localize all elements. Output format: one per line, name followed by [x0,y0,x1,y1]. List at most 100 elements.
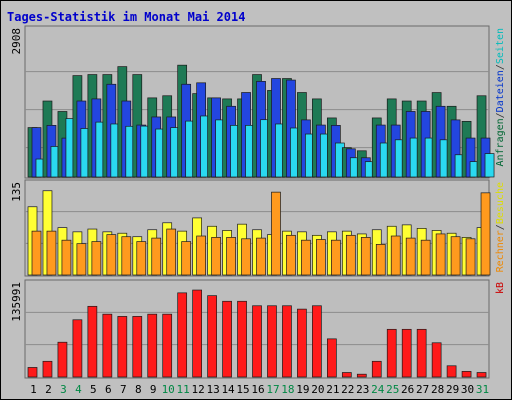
x-tick-label-day-16: 16 [251,383,264,396]
bar-rechner-day-27 [420,239,431,276]
bar-rechner-day-21 [331,239,341,276]
bar-kb-day-20 [312,305,322,378]
bar-kb-day-8 [132,316,143,378]
x-tick-label-day-14: 14 [221,383,235,396]
bar-rechner-day-22 [345,234,356,276]
x-tick-label-day-21: 21 [326,383,339,396]
bar-kb-day-2 [42,360,53,378]
bar-kb-day-14 [222,300,232,378]
panel-bottom-ymax-label: 135991 [10,282,23,322]
bar-rechner-day-25 [390,235,401,276]
bar-kb-day-27 [416,328,427,378]
x-tick-label-day-19: 19 [296,383,309,396]
bar-kb-day-6 [102,313,113,378]
x-tick-label-day-13: 13 [206,383,219,396]
bar-rechner-day-8 [136,241,147,276]
legend-entry: Rechner [495,230,506,272]
bar-kb-day-23 [356,373,367,378]
bar-rechner-day-2 [46,230,57,276]
x-tick-label-day-27: 27 [416,383,429,396]
bar-kb-day-11 [177,292,188,378]
bar-kb-day-16 [252,305,262,378]
bar-seiten-day-31 [484,153,495,178]
bar-rechner-day-20 [316,239,326,276]
x-tick-label-day-30: 30 [461,383,474,396]
panel-bottom-legend: kB [495,282,506,294]
bar-rechner-day-6 [106,234,117,276]
bar-rechner-day-1 [31,230,42,276]
x-tick-label-day-15: 15 [236,383,249,396]
bar-rechner-day-30 [465,238,476,276]
legend-entry: kB [495,282,506,294]
bar-kb-day-5 [87,305,98,378]
x-tick-label-day-6: 6 [105,383,112,396]
panel-top: 2908 Anfragen/Dateien/Seiten [10,25,506,179]
x-tick-label-day-7: 7 [120,383,127,396]
x-tick-label-day-29: 29 [446,383,459,396]
bar-rechner-day-5 [91,241,102,276]
chart-title: Tages-Statistik im Monat Mai 2014 [7,10,245,24]
bar-kb-day-29 [446,365,457,378]
bar-kb-day-21 [327,338,337,378]
bar-kb-day-10 [162,313,173,378]
bar-kb-day-4 [72,319,83,378]
legend-entry: / [495,112,506,118]
x-tick-label-day-4: 4 [75,383,82,396]
bar-kb-day-26 [401,328,412,378]
panel-top-legend: Anfragen/Dateien/Seiten [495,28,506,167]
x-tick-label-day-22: 22 [341,383,354,396]
bar-kb-day-17 [267,305,277,378]
panel-top-ymax-label: 2908 [10,28,23,55]
legend-entry: / [495,224,506,230]
x-tick-label-day-18: 18 [281,383,294,396]
x-tick-label-day-23: 23 [356,383,369,396]
bar-kb-day-24 [371,360,382,378]
bar-rechner-day-23 [360,237,371,276]
bar-kb-day-25 [386,328,397,378]
x-tick-label-day-12: 12 [192,383,205,396]
chart-panels: 2908 Anfragen/Dateien/Seiten 135 Rechner/Be… [10,25,506,379]
panel-middle: 135 Rechner/Besuche [10,179,506,277]
bar-rechner-day-4 [76,243,87,276]
bar-kb-day-15 [237,300,247,378]
x-tick-label-day-26: 26 [401,383,414,396]
x-tick-label-day-9: 9 [150,383,157,396]
x-tick-label-day-20: 20 [311,383,324,396]
x-tick-label-day-1: 1 [30,383,37,396]
bar-kb-day-18 [282,305,292,378]
bar-rechner-day-10 [166,228,177,276]
bar-kb-day-22 [341,372,352,378]
x-tick-label-day-8: 8 [135,383,142,396]
panel-bottom: 135991 kB [10,279,506,379]
legend-entry: Seiten [495,28,506,64]
x-tick-label-day-5: 5 [90,383,97,396]
bar-rechner-day-7 [121,236,132,276]
bar-kb-day-9 [147,313,158,378]
bar-rechner-day-17 [271,191,281,276]
bar-kb-day-28 [431,342,442,378]
panel-middle-ymax-label: 135 [10,182,23,202]
legend-entry: / [495,64,506,70]
bar-rechner-day-14 [226,237,236,276]
bar-kb-day-13 [207,295,217,378]
bar-rechner-day-13 [211,237,221,276]
bar-rechner-day-9 [151,237,162,276]
x-tick-label-day-3: 3 [60,383,67,396]
bar-rechner-day-15 [241,238,251,276]
bar-rechner-day-12 [196,235,206,276]
legend-entry: Anfragen [495,118,506,166]
x-tick-label-day-11: 11 [177,383,190,396]
bar-rechner-day-3 [61,239,72,276]
bar-kb-day-1 [27,367,38,378]
x-tick-label-day-25: 25 [386,383,399,396]
x-tick-label-day-2: 2 [45,383,52,396]
x-tick-label-day-31: 31 [476,383,489,396]
bar-rechner-day-16 [256,237,266,276]
panel-middle-legend: Rechner/Besuche [495,182,506,272]
bar-kb-day-19 [297,308,307,378]
bar-kb-day-7 [117,316,128,378]
bar-kb-day-3 [57,341,68,378]
bar-rechner-day-29 [450,236,461,276]
x-axis-day-labels: 1 2 3 4 5 6 7 8 9 10 11 12 13 14 15 16 17 18 19 20 21 22 23 24 2… [30,383,489,396]
